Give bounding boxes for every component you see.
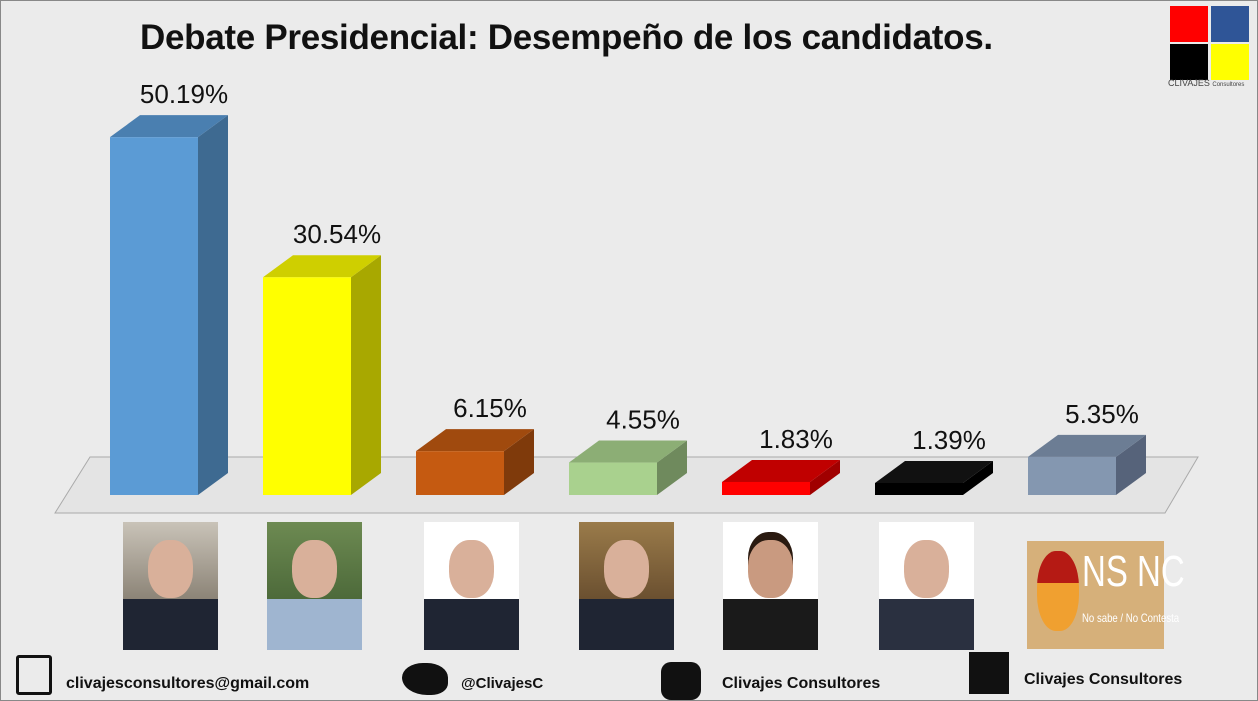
bar-top [875, 461, 993, 483]
data-label: 5.35% [1065, 399, 1139, 429]
nsnc-image: NS NC No sabe / No Contesta [1027, 541, 1185, 649]
bar-side [1116, 434, 1146, 495]
data-label: 4.55% [606, 405, 680, 435]
bar-top [263, 255, 381, 278]
data-label: 50.19% [140, 79, 228, 109]
chart-title: Debate Presidencial: Desempeño de los ca… [140, 18, 993, 57]
clivajes-logo [1166, 4, 1254, 92]
data-label: 1.83% [759, 424, 833, 454]
bar [875, 483, 963, 495]
instagram-icon [661, 662, 701, 700]
candidate-photo-5 [723, 522, 818, 650]
bar-top [1028, 434, 1146, 457]
bar-side [198, 115, 228, 496]
footer-facebook[interactable]: Clivajes Consultores [1024, 671, 1183, 688]
bar [569, 462, 657, 495]
bar-side [963, 461, 993, 495]
candidate-photo-1 [123, 522, 218, 650]
bar [416, 451, 504, 495]
data-label: 6.15% [453, 393, 527, 423]
candidate-photo-6 [879, 522, 974, 650]
bar-top [416, 429, 534, 452]
bar-top [110, 115, 228, 138]
data-label: 1.39% [912, 425, 986, 455]
candidate-photo-4 [579, 522, 674, 650]
footer-instagram[interactable]: Clivajes Consultores [722, 675, 881, 692]
bar-side [810, 459, 840, 495]
bar-side [351, 255, 381, 495]
facebook-icon [969, 652, 1009, 694]
bar [263, 277, 351, 495]
bar-side [504, 429, 534, 495]
bar-top [722, 459, 840, 482]
candidate-photo-2 [267, 522, 362, 650]
data-label: 30.54% [293, 219, 381, 249]
footer-email[interactable]: clivajesconsultores@gmail.com [66, 675, 310, 692]
footer-twitter[interactable]: @ClivajesC [461, 675, 544, 692]
twitter-icon [402, 663, 448, 695]
logo-text: CLIVAJES Consultores [1168, 78, 1245, 88]
bar-top [569, 440, 687, 463]
bar [722, 481, 810, 495]
bar-side [657, 440, 687, 495]
bar [110, 137, 198, 495]
candidate-photo-3 [424, 522, 519, 650]
email-icon [16, 655, 52, 695]
bar [1028, 456, 1116, 495]
